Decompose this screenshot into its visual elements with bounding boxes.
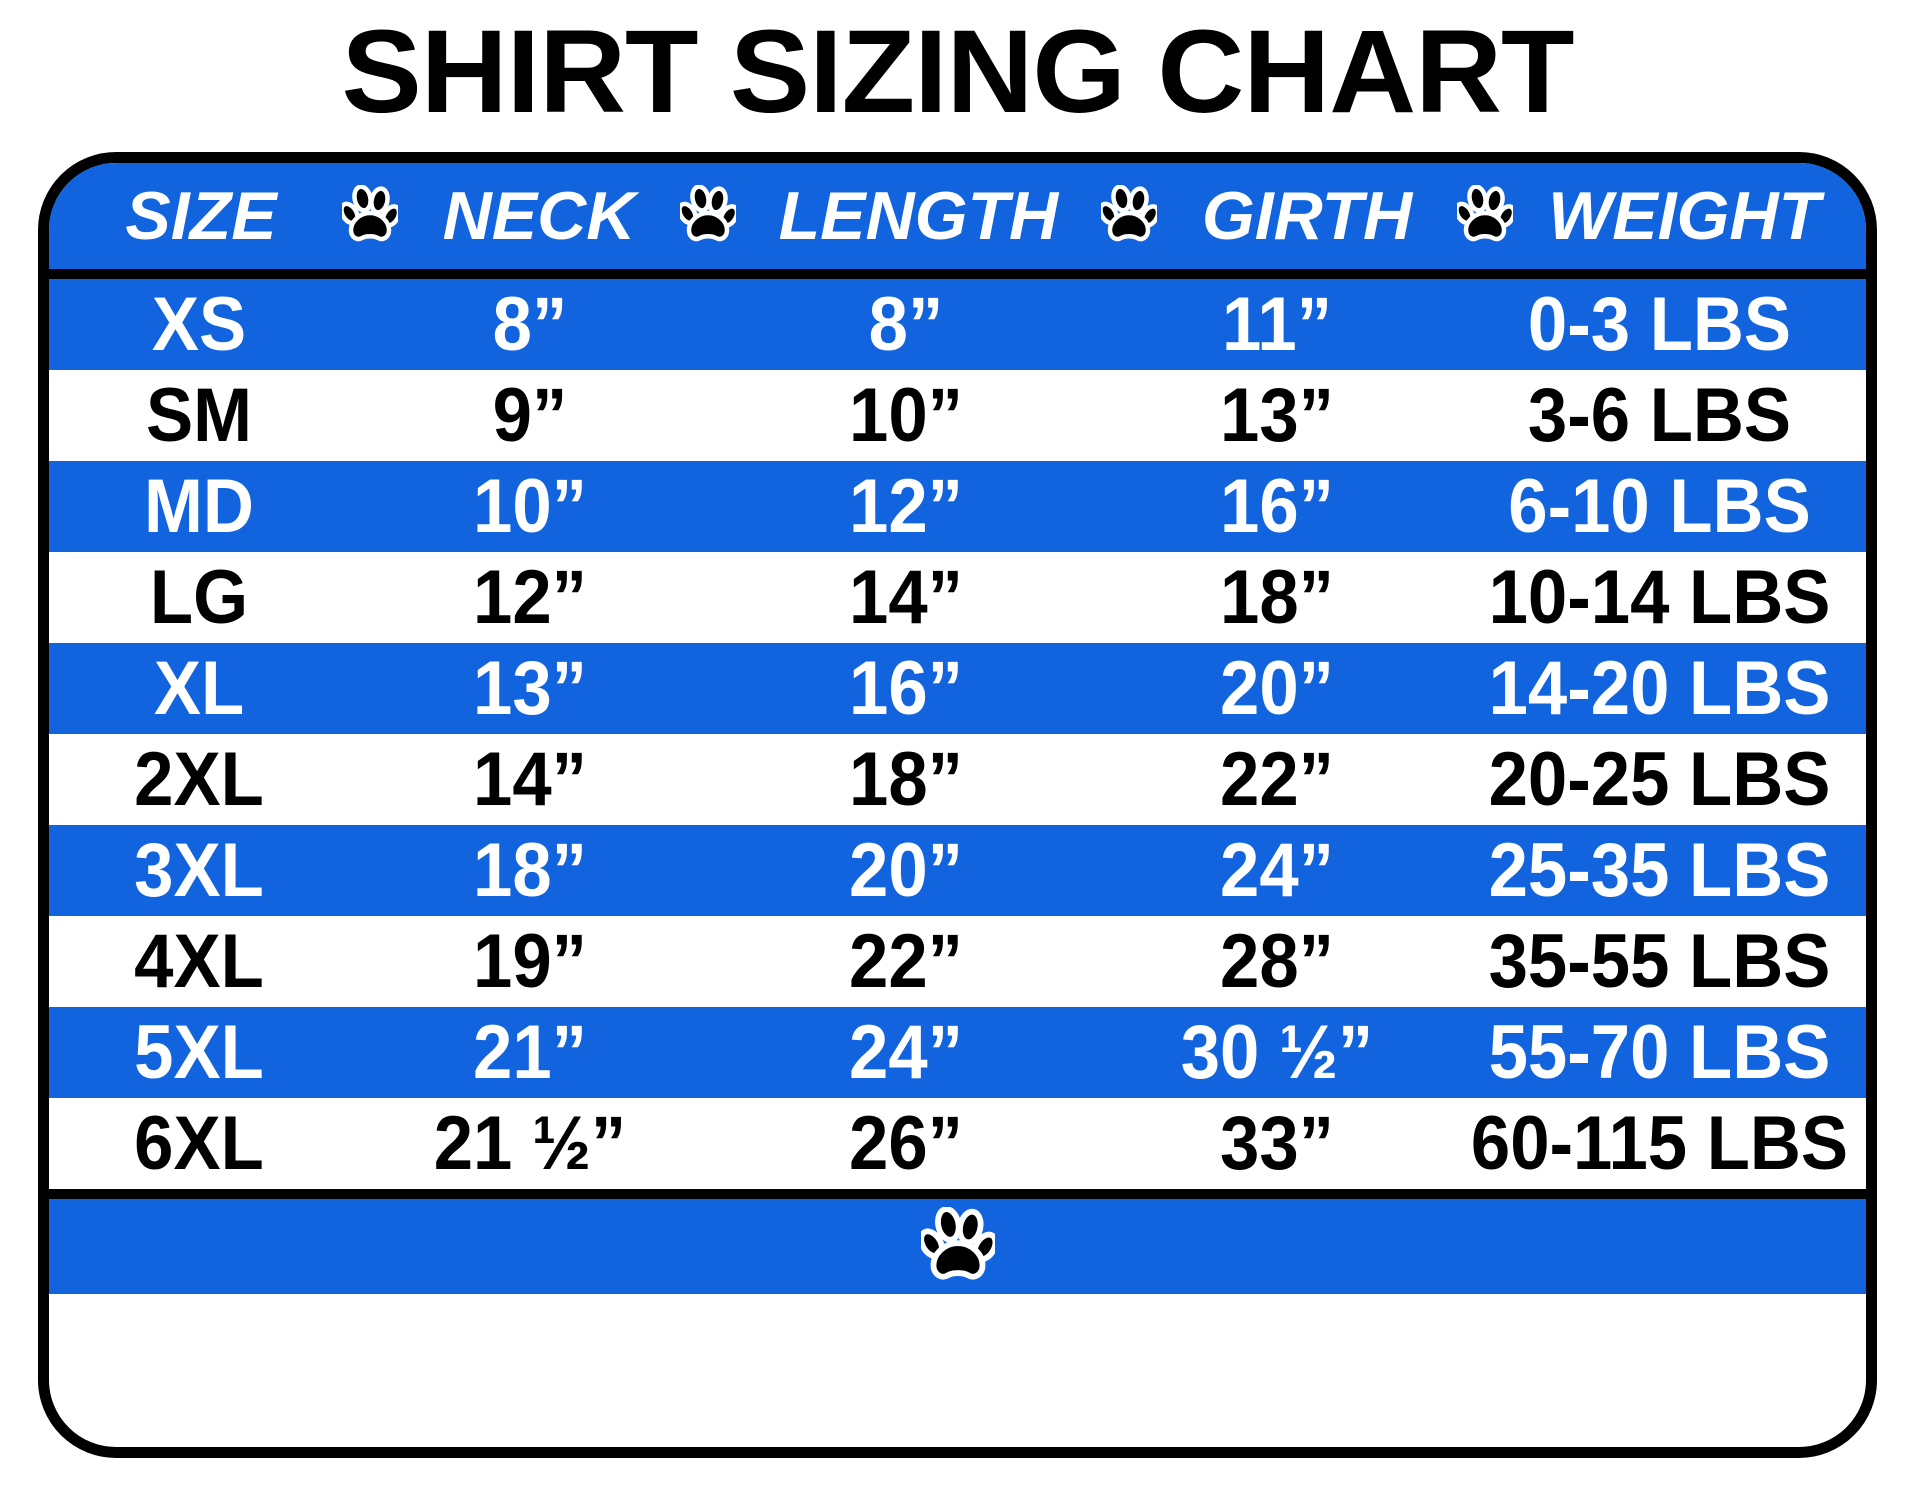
table-row: XL 13” 16” 20” 14-20 LBS <box>49 643 1866 734</box>
cell-weight: 60-115 LBS <box>1470 1100 1849 1186</box>
cell-size: 2XL <box>134 736 264 822</box>
table-row: 2XL 14” 18” 22” 20-25 LBS <box>49 734 1866 825</box>
cell-girth: 30 ½” <box>1180 1009 1374 1095</box>
cell-length: 26” <box>849 1100 963 1186</box>
cell-length: 8” <box>868 281 944 367</box>
column-header-neck: NECK <box>442 178 636 254</box>
cell-size: 6XL <box>134 1100 264 1186</box>
table-row: SM 9” 10” 13” 3-6 LBS <box>49 370 1866 461</box>
cell-neck: 18” <box>473 827 587 913</box>
page-title: SHIRT SIZING CHART <box>341 6 1574 138</box>
paw-print-icon <box>1098 185 1160 247</box>
cell-girth: 11” <box>1221 281 1333 367</box>
paw-print-icon <box>920 1206 995 1287</box>
cell-size: SM <box>145 372 253 458</box>
cell-neck: 14” <box>473 736 587 822</box>
cell-length: 16” <box>849 645 963 731</box>
column-header-length: LENGTH <box>778 178 1059 254</box>
table-row: 5XL 21” 24” 30 ½” 55-70 LBS <box>49 1007 1866 1098</box>
cell-weight: 25-35 LBS <box>1488 827 1831 913</box>
cell-weight: 14-20 LBS <box>1488 645 1831 731</box>
cell-neck: 8” <box>492 281 568 367</box>
sizing-chart-table: SIZE NECK <box>38 152 1877 1458</box>
table-row: 3XL 18” 20” 24” 25-35 LBS <box>49 825 1866 916</box>
cell-girth: 13” <box>1220 372 1334 458</box>
cell-size: XS <box>151 281 247 367</box>
cell-neck: 12” <box>473 554 587 640</box>
table-row: 6XL 21 ½” 26” 33” 60-115 LBS <box>49 1098 1866 1189</box>
table-row: MD 10” 12” 16” 6-10 LBS <box>49 461 1866 552</box>
cell-girth: 28” <box>1220 918 1334 1004</box>
cell-girth: 18” <box>1220 554 1334 640</box>
table-body: XS 8” 8” 11” 0-3 LBS SM 9” 10” 13” 3-6 L… <box>49 279 1866 1189</box>
cell-girth: 24” <box>1220 827 1334 913</box>
table-row: 4XL 19” 22” 28” 35-55 LBS <box>49 916 1866 1007</box>
cell-length: 10” <box>849 372 963 458</box>
table-header-row: SIZE NECK <box>49 163 1866 279</box>
cell-length: 20” <box>849 827 963 913</box>
cell-weight: 10-14 LBS <box>1488 554 1831 640</box>
cell-size: 5XL <box>134 1009 264 1095</box>
paw-print-icon <box>1454 185 1516 247</box>
cell-weight: 0-3 LBS <box>1527 281 1792 367</box>
cell-girth: 16” <box>1220 463 1334 549</box>
paw-print-icon <box>677 185 739 247</box>
cell-size: LG <box>149 554 249 640</box>
column-header-weight: WEIGHT <box>1548 178 1821 254</box>
column-header-girth: GIRTH <box>1201 178 1413 254</box>
cell-weight: 20-25 LBS <box>1488 736 1831 822</box>
table-footer-row <box>49 1189 1866 1294</box>
cell-length: 24” <box>849 1009 963 1095</box>
cell-neck: 10” <box>473 463 587 549</box>
table-row: XS 8” 8” 11” 0-3 LBS <box>49 279 1866 370</box>
cell-neck: 9” <box>492 372 568 458</box>
cell-size: MD <box>144 463 254 549</box>
column-header-size: SIZE <box>125 178 277 254</box>
cell-weight: 35-55 LBS <box>1488 918 1831 1004</box>
cell-weight: 3-6 LBS <box>1527 372 1792 458</box>
cell-neck: 19” <box>473 918 587 1004</box>
cell-weight: 6-10 LBS <box>1508 463 1811 549</box>
cell-neck: 21 ½” <box>433 1100 627 1186</box>
cell-size: 4XL <box>134 918 264 1004</box>
cell-neck: 21” <box>473 1009 587 1095</box>
cell-girth: 33” <box>1220 1100 1334 1186</box>
cell-length: 12” <box>849 463 963 549</box>
cell-length: 18” <box>849 736 963 822</box>
cell-girth: 20” <box>1220 645 1334 731</box>
cell-size: 3XL <box>134 827 264 913</box>
cell-weight: 55-70 LBS <box>1488 1009 1831 1095</box>
cell-girth: 22” <box>1220 736 1334 822</box>
cell-length: 22” <box>849 918 963 1004</box>
table-row: LG 12” 14” 18” 10-14 LBS <box>49 552 1866 643</box>
cell-length: 14” <box>849 554 963 640</box>
cell-size: XL <box>153 645 245 731</box>
cell-neck: 13” <box>473 645 587 731</box>
paw-print-icon <box>339 185 401 247</box>
